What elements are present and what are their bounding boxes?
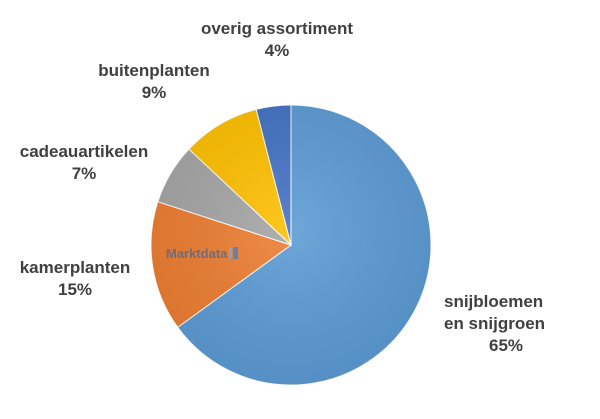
slice-label-overig-assortiment: overig assortiment 4% (200, 19, 354, 60)
pie-slices (150, 104, 432, 386)
slice-label-cadeauartikelen: cadeauartikelen 7% (19, 142, 149, 183)
marktdata-logo-icon (229, 247, 239, 259)
slice-label-buitenplanten: buitenplanten 9% (98, 61, 210, 102)
slice-label-snijbloemen: snijbloemen en snijgroen 65% (444, 292, 546, 355)
slice-label-kamerplanten: kamerplanten 15% (19, 258, 131, 299)
marktdata-watermark-logo: Marktdatanl (166, 246, 239, 261)
